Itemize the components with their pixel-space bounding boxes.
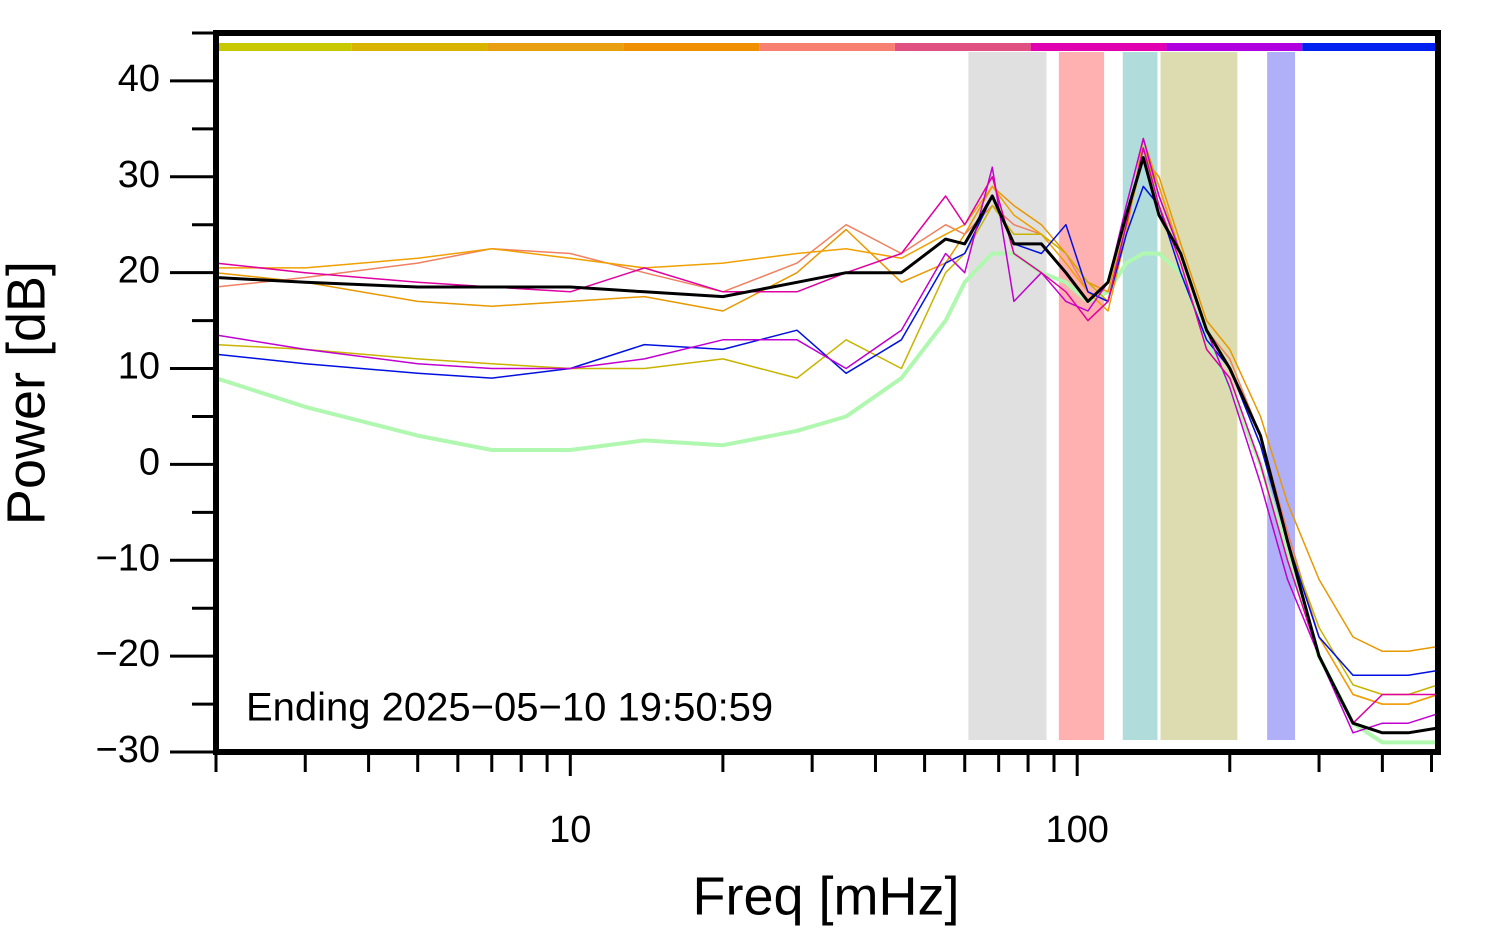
colorbar-segment bbox=[894, 43, 1031, 51]
colorbar-segment bbox=[1302, 43, 1438, 51]
colorbar-segment bbox=[1030, 43, 1167, 51]
band bbox=[968, 52, 1047, 740]
plot-frame bbox=[213, 30, 1441, 755]
colorbar-segment bbox=[351, 43, 488, 51]
x-tick-label: 100 bbox=[1045, 809, 1108, 851]
colorbar-segment bbox=[623, 43, 760, 51]
band bbox=[1058, 52, 1105, 740]
y-tick-label: −30 bbox=[96, 729, 160, 771]
band bbox=[1267, 52, 1296, 740]
y-tick-label: 0 bbox=[139, 441, 160, 483]
series-line bbox=[215, 137, 1439, 734]
series-line bbox=[215, 156, 1439, 735]
series-line bbox=[215, 156, 1439, 653]
series-line bbox=[215, 251, 1438, 745]
annotation: Ending 2025−05−10 19:50:59 bbox=[246, 686, 773, 730]
y-tick-label: 30 bbox=[118, 154, 160, 196]
x-tick-label: 10 bbox=[549, 809, 591, 851]
series-line bbox=[215, 147, 1438, 724]
y-tick-label: 20 bbox=[118, 250, 160, 292]
band bbox=[1160, 52, 1238, 740]
y-tick-label: −10 bbox=[96, 537, 160, 579]
y-tick-label: −20 bbox=[96, 633, 160, 675]
colorbar-segment bbox=[1166, 43, 1303, 51]
colorbar-segment bbox=[759, 43, 895, 51]
y-tick-label: 40 bbox=[118, 58, 160, 100]
x-axis-title: Freq [mHz] bbox=[692, 866, 959, 926]
y-axis-title: Power [dB] bbox=[0, 261, 56, 525]
y-tick-label: 10 bbox=[118, 346, 160, 388]
colorbar-segment bbox=[216, 43, 352, 51]
colorbar-segment bbox=[487, 43, 624, 51]
